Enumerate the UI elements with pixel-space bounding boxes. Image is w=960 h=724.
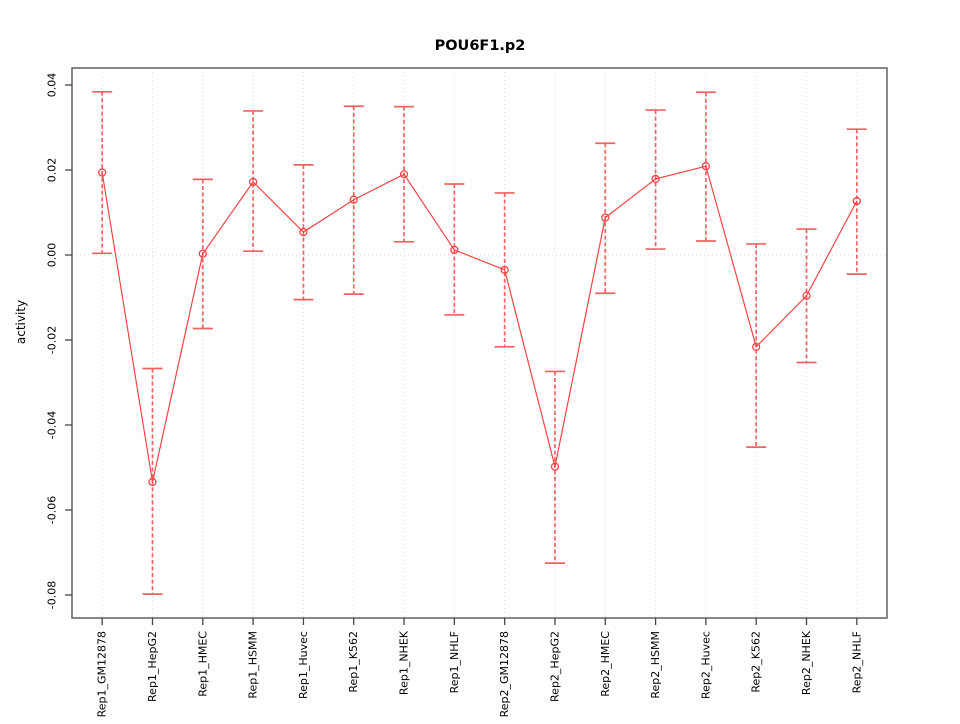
data-point-marker [349,195,358,204]
series-line [101,165,858,483]
data-point-marker [450,245,459,255]
series-polyline [101,165,858,483]
x-tick-label: Rep2_HepG2 [548,631,561,702]
y-tick-label: -0.08 [46,581,59,609]
y-tick-label: 0.02 [46,158,59,183]
x-tick-label: Rep1_HMEC [196,631,209,697]
x-tick-label: Rep1_GM12878 [96,631,109,717]
data-point-marker [802,291,811,300]
y-tick-label: -0.04 [46,411,59,439]
x-tick-label: Rep1_K562 [347,631,360,693]
y-tick-label: -0.02 [46,326,59,354]
chart-title: POU6F1.p2 [435,38,526,54]
error-bars [92,90,867,596]
x-tick-label: Rep1_NHLF [448,631,461,693]
data-point-marker [198,249,207,258]
x-tick-label: Rep2_K562 [750,631,763,693]
data-point-marker [550,462,560,471]
data-point-marker [601,213,610,222]
gridlines [101,68,858,618]
x-tick-label: Rep1_HepG2 [146,631,159,702]
y-axis-title: activity [14,300,28,344]
x-tick-label: Rep1_HSMM [247,631,260,699]
x-tick-label: Rep2_HSMM [649,631,662,699]
data-point-marker [399,170,409,179]
y-tick-label: 0.04 [46,73,59,98]
data-point-marker [148,477,157,487]
x-tick-label: Rep1_Huvec [297,631,310,699]
data-point-marker [98,168,107,177]
x-tick-label: Rep1_NHEK [398,630,411,695]
x-tick-label: Rep2_GM12878 [498,631,511,717]
data-point-marker [500,265,509,275]
plot-border [71,67,888,619]
x-tick-label: Rep2_NHLF [850,631,863,693]
data-point-marker [248,177,258,187]
x-tick-label: Rep2_HMEC [599,631,612,697]
data-point-marker [752,342,761,351]
y-tick-label: -0.06 [46,496,59,524]
data-point-marker [299,227,308,237]
x-axis: Rep1_GM12878 Rep1_HepG2 Rep1_HMEC Rep1_HSMM… [96,618,863,717]
data-point-marker [701,162,711,171]
x-tick-label: Rep2_Huvec [699,631,712,699]
y-axis: 0.04 0.02 0.00 -0.02 -0.04 -0.06 -0.08 [46,73,72,609]
data-point-marker [651,174,660,184]
data-points [98,162,861,487]
data-point-marker [852,196,861,206]
y-tick-label: 0.00 [46,243,59,268]
x-tick-label: Rep2_NHEK [800,630,813,695]
